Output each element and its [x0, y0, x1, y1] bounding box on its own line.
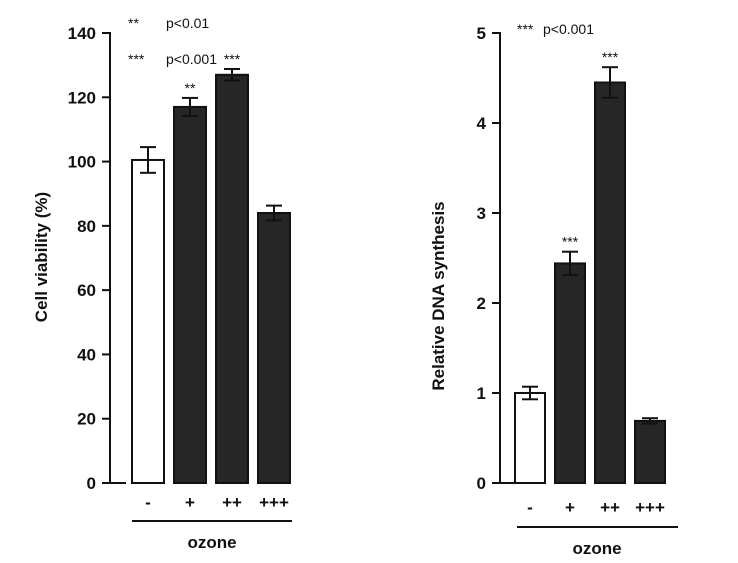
bar: [132, 160, 164, 483]
category-label: ++: [222, 493, 242, 512]
category-label: ++: [600, 498, 620, 517]
y-tick-label: 2: [477, 294, 486, 313]
y-tick-label: 60: [77, 281, 96, 300]
category-label: +++: [259, 493, 289, 512]
bar: [216, 75, 248, 483]
category-label: -: [145, 493, 151, 512]
y-tick-label: 100: [68, 153, 96, 172]
significance-label: **: [185, 80, 196, 96]
category-label: -: [527, 498, 533, 517]
x-group-label: ozone: [572, 539, 621, 558]
bar: [258, 213, 290, 483]
y-tick-label: 1: [477, 384, 486, 403]
y-tick-label: 80: [77, 217, 96, 236]
category-label: +: [565, 498, 575, 517]
y-tick-label: 20: [77, 410, 96, 429]
significance-label: ***: [562, 234, 579, 250]
bar: [515, 393, 545, 483]
y-tick-label: 0: [87, 474, 96, 493]
significance-label: ***: [602, 49, 619, 65]
bar: [174, 107, 206, 483]
legend-stars-2: ***: [128, 51, 145, 67]
y-tick-label: 0: [477, 474, 486, 493]
y-axis-label: Cell viability (%): [32, 192, 51, 322]
y-tick-label: 5: [477, 24, 486, 43]
legend-text-2: p<0.001: [166, 51, 217, 67]
legend-text-1: p<0.001: [543, 21, 594, 37]
x-group-label: ozone: [187, 533, 236, 552]
legend-stars-1: ***: [517, 21, 534, 37]
bar: [635, 421, 665, 483]
y-tick-label: 4: [477, 114, 487, 133]
y-tick-label: 140: [68, 24, 96, 43]
y-tick-label: 120: [68, 88, 96, 107]
legend-stars-1: **: [128, 15, 139, 31]
legend-text-1: p<0.01: [166, 15, 209, 31]
category-label: +: [185, 493, 195, 512]
y-axis-label: Relative DNA synthesis: [429, 201, 448, 390]
y-tick-label: 40: [77, 345, 96, 364]
significance-label: ***: [224, 51, 241, 67]
bar: [555, 263, 585, 483]
y-tick-label: 3: [477, 204, 486, 223]
category-label: +++: [635, 498, 665, 517]
dna-synthesis-chart: *** p<0.001 Relative DNA synthesis ozone…: [429, 21, 678, 558]
cell-viability-chart: ** p<0.01 *** p<0.001 Cell viability (%)…: [32, 15, 292, 552]
figure: ** p<0.01 *** p<0.001 Cell viability (%)…: [0, 0, 738, 563]
bar: [595, 83, 625, 484]
